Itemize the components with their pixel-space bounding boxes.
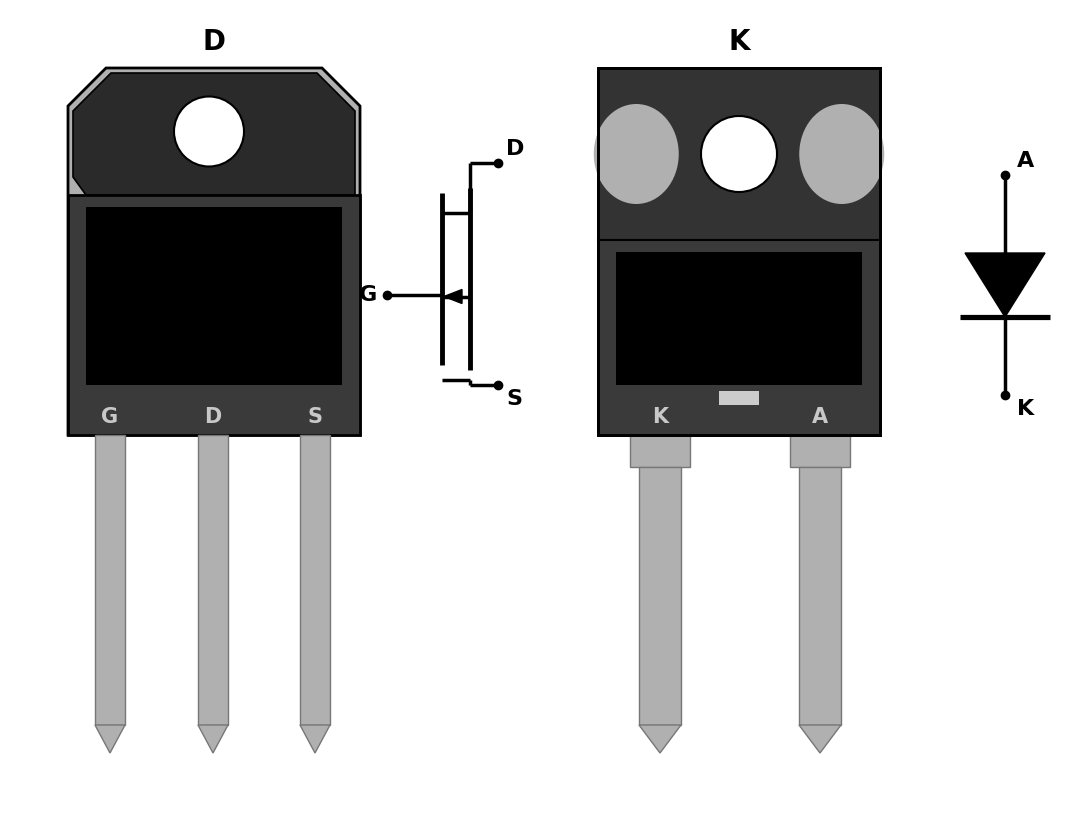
- Bar: [616, 252, 862, 385]
- Bar: [68, 195, 360, 435]
- Polygon shape: [300, 725, 330, 753]
- Text: S: S: [506, 389, 522, 409]
- Text: S: S: [307, 407, 323, 427]
- Bar: [198, 435, 228, 725]
- Polygon shape: [965, 253, 1045, 317]
- Text: D: D: [205, 407, 221, 427]
- Bar: [598, 68, 880, 240]
- Ellipse shape: [701, 116, 777, 192]
- Bar: [598, 68, 880, 435]
- Bar: [799, 467, 841, 725]
- Bar: [95, 435, 125, 725]
- Polygon shape: [639, 725, 681, 753]
- Ellipse shape: [799, 104, 884, 204]
- Ellipse shape: [594, 104, 679, 204]
- Bar: [630, 435, 690, 467]
- Text: D: D: [506, 139, 524, 159]
- Text: G: G: [101, 407, 119, 427]
- Text: G: G: [359, 285, 377, 305]
- Polygon shape: [444, 290, 462, 303]
- Bar: [300, 435, 330, 725]
- Bar: [598, 240, 880, 435]
- Bar: [598, 68, 880, 435]
- Polygon shape: [68, 68, 360, 435]
- Text: A: A: [812, 407, 828, 427]
- Polygon shape: [198, 725, 228, 753]
- Text: K: K: [728, 28, 750, 56]
- Text: D: D: [203, 28, 226, 56]
- Polygon shape: [95, 725, 125, 753]
- Bar: [639, 467, 681, 725]
- Bar: [86, 207, 342, 385]
- Text: A: A: [1017, 151, 1034, 171]
- Text: K: K: [1017, 399, 1034, 419]
- Polygon shape: [73, 73, 355, 195]
- Polygon shape: [799, 725, 841, 753]
- Text: K: K: [652, 407, 668, 427]
- Bar: [598, 68, 880, 435]
- Bar: [719, 391, 759, 405]
- Ellipse shape: [174, 97, 244, 167]
- Bar: [790, 435, 850, 467]
